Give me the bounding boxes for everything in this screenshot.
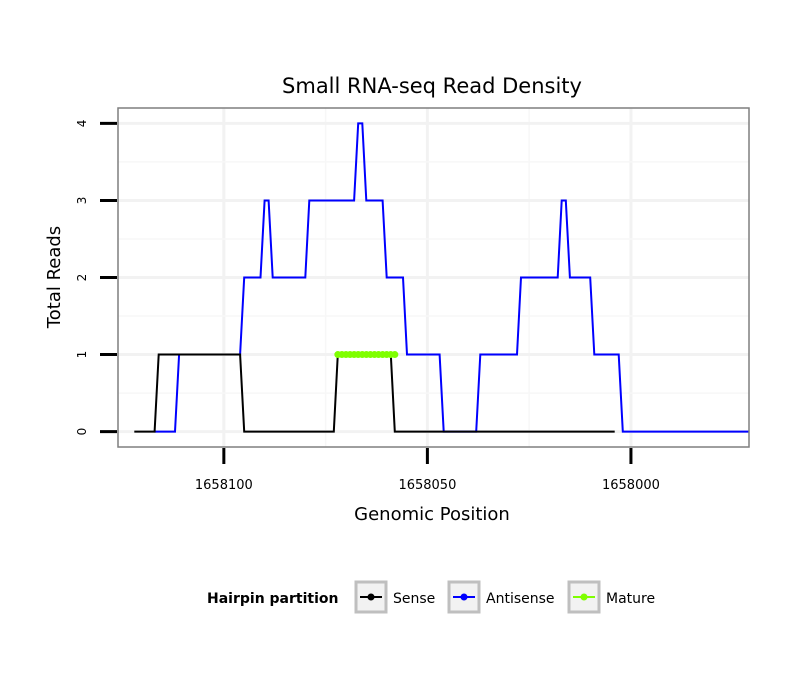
legend-point-sense bbox=[367, 593, 375, 601]
legend-label-antisense: Antisense bbox=[486, 591, 555, 607]
plot-panel-border bbox=[117, 107, 750, 448]
x-axis-label: Genomic Position bbox=[354, 504, 510, 525]
y-tick-label: 3 bbox=[75, 197, 89, 205]
y-tick-label: 0 bbox=[75, 428, 89, 436]
y-axis: 0 1 2 3 4 bbox=[75, 120, 117, 436]
y-tick-label: 1 bbox=[75, 351, 89, 359]
x-axis: 1658100 1658050 1658000 bbox=[195, 448, 660, 493]
y-tick-label: 2 bbox=[75, 274, 89, 282]
legend-label-sense: Sense bbox=[393, 591, 435, 607]
x-tick-label: 1658050 bbox=[398, 478, 456, 493]
legend: Hairpin partition Sense Antisense Mature bbox=[207, 580, 655, 614]
x-tick-label: 1658100 bbox=[195, 478, 253, 493]
y-axis-label: Total Reads bbox=[44, 226, 65, 329]
legend-point-antisense bbox=[460, 593, 468, 601]
series-layer bbox=[134, 122, 749, 433]
legend-point-mature bbox=[580, 593, 588, 601]
grid bbox=[118, 108, 749, 447]
series-line-antisense bbox=[154, 122, 749, 433]
y-tick-label: 4 bbox=[75, 120, 89, 128]
series-line-sense bbox=[134, 353, 615, 433]
chart-title: Small RNA-seq Read Density bbox=[282, 74, 582, 98]
data-point-mature bbox=[391, 351, 399, 359]
x-tick-label: 1658000 bbox=[602, 478, 660, 493]
legend-title: Hairpin partition bbox=[207, 591, 338, 607]
legend-label-mature: Mature bbox=[606, 591, 655, 607]
